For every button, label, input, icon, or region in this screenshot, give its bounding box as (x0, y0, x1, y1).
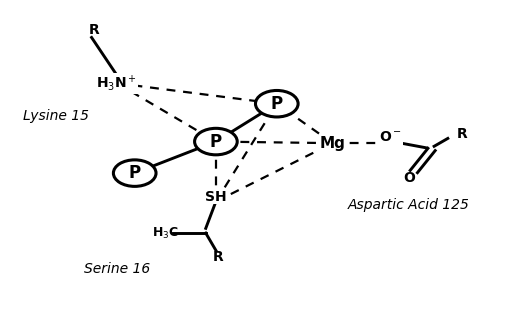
Text: Mg: Mg (320, 136, 346, 151)
Text: O$^-$: O$^-$ (380, 130, 403, 144)
Text: Aspartic Acid 125: Aspartic Acid 125 (348, 198, 470, 212)
Text: P: P (210, 133, 222, 151)
Text: R: R (457, 127, 467, 141)
Text: H$_3$C: H$_3$C (152, 225, 179, 241)
Circle shape (113, 160, 156, 187)
Text: P: P (271, 95, 283, 113)
Text: H$_3$N$^+$: H$_3$N$^+$ (96, 74, 137, 93)
Text: R: R (89, 22, 100, 37)
Text: R: R (213, 250, 224, 264)
Text: Lysine 15: Lysine 15 (23, 109, 89, 123)
Text: P: P (129, 164, 141, 182)
Text: SH: SH (205, 190, 227, 204)
Text: Serine 16: Serine 16 (84, 262, 150, 276)
Circle shape (255, 91, 298, 117)
Text: O: O (403, 171, 415, 185)
Circle shape (194, 128, 237, 155)
